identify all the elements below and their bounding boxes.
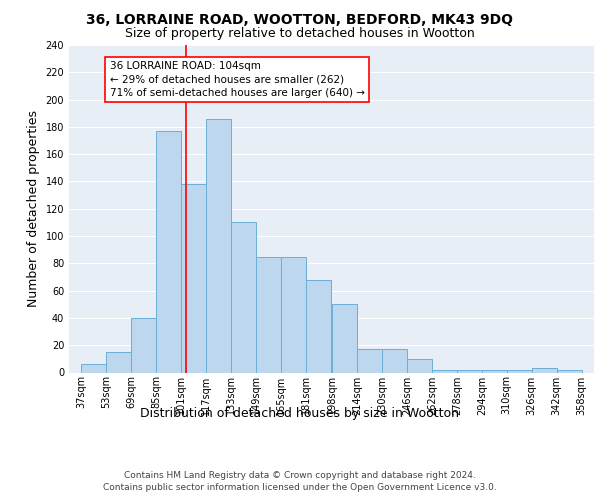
Text: Distribution of detached houses by size in Wootton: Distribution of detached houses by size … (140, 408, 460, 420)
Text: Size of property relative to detached houses in Wootton: Size of property relative to detached ho… (125, 28, 475, 40)
Bar (306, 280, 331, 372)
Bar (131, 318, 156, 372)
Bar (82, 364, 106, 372)
Bar (507, 370, 532, 372)
Bar (181, 184, 206, 372)
Text: Contains HM Land Registry data © Crown copyright and database right 2024.
Contai: Contains HM Land Registry data © Crown c… (103, 471, 497, 492)
Bar (557, 370, 581, 372)
Bar (106, 352, 131, 372)
Bar (231, 222, 256, 372)
Bar (206, 118, 231, 372)
Text: 36, LORRAINE ROAD, WOOTTON, BEDFORD, MK43 9DQ: 36, LORRAINE ROAD, WOOTTON, BEDFORD, MK4… (86, 12, 514, 26)
Bar (432, 370, 457, 372)
Bar (256, 256, 281, 372)
Bar (357, 350, 382, 372)
Bar (407, 359, 432, 372)
Bar (457, 370, 482, 372)
Bar (156, 131, 181, 372)
Text: 36 LORRAINE ROAD: 104sqm
← 29% of detached houses are smaller (262)
71% of semi-: 36 LORRAINE ROAD: 104sqm ← 29% of detach… (110, 62, 365, 98)
Bar (332, 304, 357, 372)
Bar (482, 370, 507, 372)
Bar (281, 256, 306, 372)
Y-axis label: Number of detached properties: Number of detached properties (27, 110, 40, 307)
Bar (382, 350, 407, 372)
Bar (532, 368, 557, 372)
